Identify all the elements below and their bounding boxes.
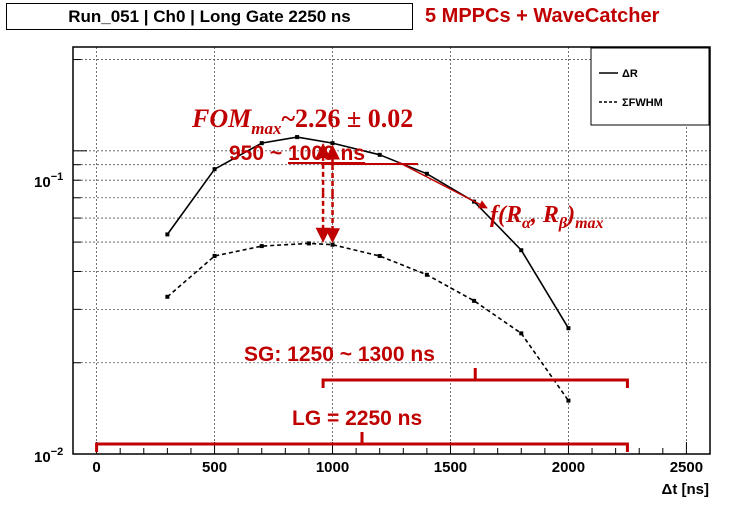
- y-tick-label-1: 10−2: [34, 446, 63, 466]
- data-point-s0-4: [330, 141, 335, 146]
- x-tick-label-4: 2000: [552, 459, 585, 476]
- fom-annotation: FOMmax~2.26 ± 0.02: [191, 104, 413, 138]
- y-tick-label-0: 10−1: [34, 171, 63, 191]
- data-point-s1-5: [377, 253, 382, 258]
- x-axis-label: Δt [ns]: [662, 481, 709, 498]
- series-layer: [165, 135, 571, 403]
- legend-box: [590, 47, 710, 126]
- data-point-s0-5: [377, 152, 382, 157]
- data-point-s1-9: [566, 398, 571, 403]
- data-point-s1-7: [472, 298, 477, 303]
- lg-bracket: [95, 432, 629, 452]
- data-point-s0-2: [259, 141, 264, 146]
- x-tick-label-5: 2500: [670, 459, 703, 476]
- data-point-s0-8: [519, 248, 524, 253]
- data-point-s0-3: [295, 135, 300, 140]
- x-tick-label-1: 500: [202, 459, 227, 476]
- data-point-s1-4: [330, 242, 335, 247]
- data-point-s1-1: [212, 253, 217, 258]
- f-max-label: f(Rα, Rβ)max: [490, 202, 604, 232]
- chart-title: Run_051 | Ch0 | Long Gate 2250 ns: [6, 3, 413, 30]
- data-point-s1-3: [306, 241, 311, 246]
- x-tick-label-2: 1000: [316, 459, 349, 476]
- data-point-s1-2: [259, 244, 264, 249]
- plot-frame: [72, 46, 711, 455]
- chart-subtitle: 5 MPPCs + WaveCatcher: [425, 5, 660, 27]
- legend-label-delta-r: ΔR: [622, 68, 638, 80]
- series-line-1: [166, 242, 570, 402]
- sg-label: SG: 1250 ~ 1300 ns: [244, 343, 435, 366]
- fom-arrows: [315, 143, 341, 244]
- series-line-0: [166, 136, 570, 329]
- legend: ΔR ΣFWHM: [590, 47, 710, 126]
- axis-ticks: [72, 59, 711, 455]
- sg-bracket: [321, 368, 629, 388]
- data-point-s0-0: [165, 232, 170, 237]
- data-point-s1-8: [519, 331, 524, 336]
- x-tick-label-0: 0: [92, 459, 100, 476]
- data-point-s0-9: [566, 326, 571, 331]
- legend-label-sigma-fwhm: ΣFWHM: [622, 97, 663, 109]
- data-point-s0-6: [424, 171, 429, 176]
- optimal-range-label: 950 ~ 1000 ns: [229, 142, 365, 165]
- data-point-s1-6: [424, 272, 429, 277]
- lg-label: LG = 2250 ns: [292, 407, 422, 430]
- data-point-s0-1: [212, 167, 217, 172]
- f-max-pointer: [397, 161, 488, 209]
- data-point-s1-0: [165, 294, 170, 299]
- x-tick-label-3: 1500: [434, 459, 467, 476]
